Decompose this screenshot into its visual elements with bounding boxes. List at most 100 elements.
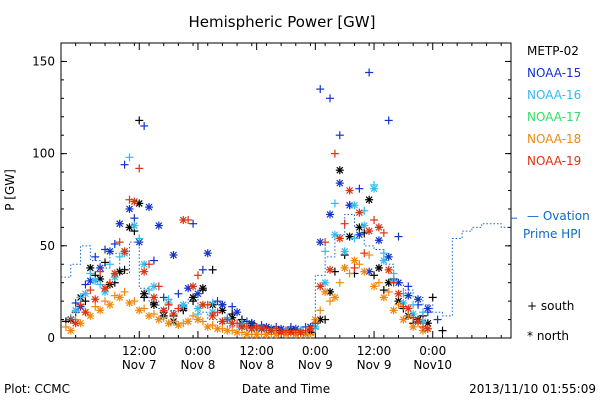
south-point [193, 271, 202, 280]
south-point [311, 319, 320, 328]
north-point-d2 [375, 223, 383, 231]
north-point-d2 [248, 325, 256, 333]
north-point [233, 328, 242, 337]
north-point-d2 [346, 187, 354, 194]
north-point-d2 [346, 201, 354, 209]
north-point-d2 [126, 205, 133, 213]
north-point-d2 [228, 319, 236, 327]
north-point [193, 289, 202, 298]
south-point [326, 297, 335, 306]
north-point-d2 [155, 222, 163, 229]
north-point-d2 [130, 222, 138, 229]
north-point-d2 [179, 301, 187, 309]
north-point [316, 282, 325, 291]
north-point [423, 324, 432, 333]
y-tick-label: 150 [32, 54, 55, 68]
south-point [115, 238, 124, 247]
north-point-d2 [204, 249, 212, 257]
north-point-d2 [243, 330, 251, 338]
north-point-d2 [82, 308, 89, 316]
north-point [149, 300, 158, 309]
north-point [384, 265, 393, 274]
north-point-d2 [331, 294, 339, 301]
north-point-d2 [370, 185, 378, 193]
x-tick-date-label: Nov 9 [357, 358, 392, 372]
ovation-hpi-line [61, 213, 511, 333]
x-tick-time-label: 0:00 [302, 344, 329, 358]
south-point [213, 297, 222, 306]
north-point-d2 [140, 290, 148, 298]
south-point [355, 184, 364, 193]
north-point-d2 [155, 316, 163, 323]
south-point [110, 239, 119, 248]
north-point-d2 [72, 306, 80, 314]
legend-entry: NOAA-16 [527, 88, 581, 102]
north-point-d2 [96, 306, 104, 314]
south-point [115, 252, 124, 261]
north-point-d2 [253, 330, 261, 338]
north-point-d2 [331, 231, 339, 239]
north-point-d2 [297, 329, 305, 336]
x-tick-date-label: Nov 8 [239, 358, 274, 372]
north-point [140, 267, 149, 276]
south-point [379, 249, 388, 258]
north-point-d2 [399, 316, 407, 323]
legend-entry: NOAA-19 [527, 154, 581, 168]
legend: METP-02 NOAA-15 NOAA-16 NOAA-17 NOAA-18 NOAA-… [523, 44, 590, 343]
north-point [296, 328, 305, 337]
north-point [394, 289, 403, 298]
north-point-d2 [385, 253, 393, 261]
south-point [159, 293, 168, 302]
north-point-d2 [140, 268, 148, 276]
north-point [365, 227, 374, 236]
north-point-d2 [375, 236, 383, 244]
south-point [365, 251, 374, 260]
north-point [189, 293, 198, 302]
north-point [423, 304, 432, 313]
south-point [96, 267, 105, 276]
north-point-d2 [414, 295, 422, 303]
south-point [149, 256, 158, 265]
south-point [76, 300, 85, 309]
north-point-d2 [106, 301, 114, 309]
north-point [125, 204, 134, 213]
south-point [404, 282, 413, 291]
north-point-d2 [321, 279, 329, 287]
north-point [404, 291, 413, 300]
north-point-d2 [351, 257, 358, 264]
south-point [438, 326, 447, 335]
data-points [61, 68, 447, 339]
north-point [360, 221, 369, 230]
y-tick-label: 0 [47, 331, 55, 345]
north-point [101, 284, 110, 293]
north-point-d2 [414, 317, 422, 325]
north-point-d2 [355, 209, 363, 217]
north-point-d2 [218, 317, 226, 325]
south-point [330, 199, 339, 208]
north-point-d2 [77, 319, 84, 327]
legend-marker-north: * north [527, 329, 569, 343]
north-point-d2 [218, 301, 226, 309]
north-point-d2 [140, 260, 148, 268]
south-point [198, 265, 207, 274]
north-point-d2 [424, 325, 432, 333]
north-point [169, 251, 178, 260]
south-point [120, 160, 129, 169]
north-point [326, 265, 335, 274]
legend-ovation-line2: Prime HPI [523, 227, 581, 241]
north-point [145, 203, 154, 212]
north-point [218, 300, 227, 309]
legend-marker-south: + south [527, 299, 574, 313]
north-point [140, 289, 149, 298]
north-point-d2 [194, 305, 202, 312]
north-point-d2 [82, 290, 89, 298]
north-point-d2 [370, 282, 378, 290]
north-point-d2 [375, 264, 383, 272]
south-point [384, 116, 393, 125]
south-point [433, 315, 442, 324]
north-point-d2 [336, 166, 344, 174]
north-point [374, 223, 383, 232]
north-point [257, 324, 266, 333]
north-point-d2 [194, 316, 202, 323]
north-point-d2 [150, 294, 158, 301]
